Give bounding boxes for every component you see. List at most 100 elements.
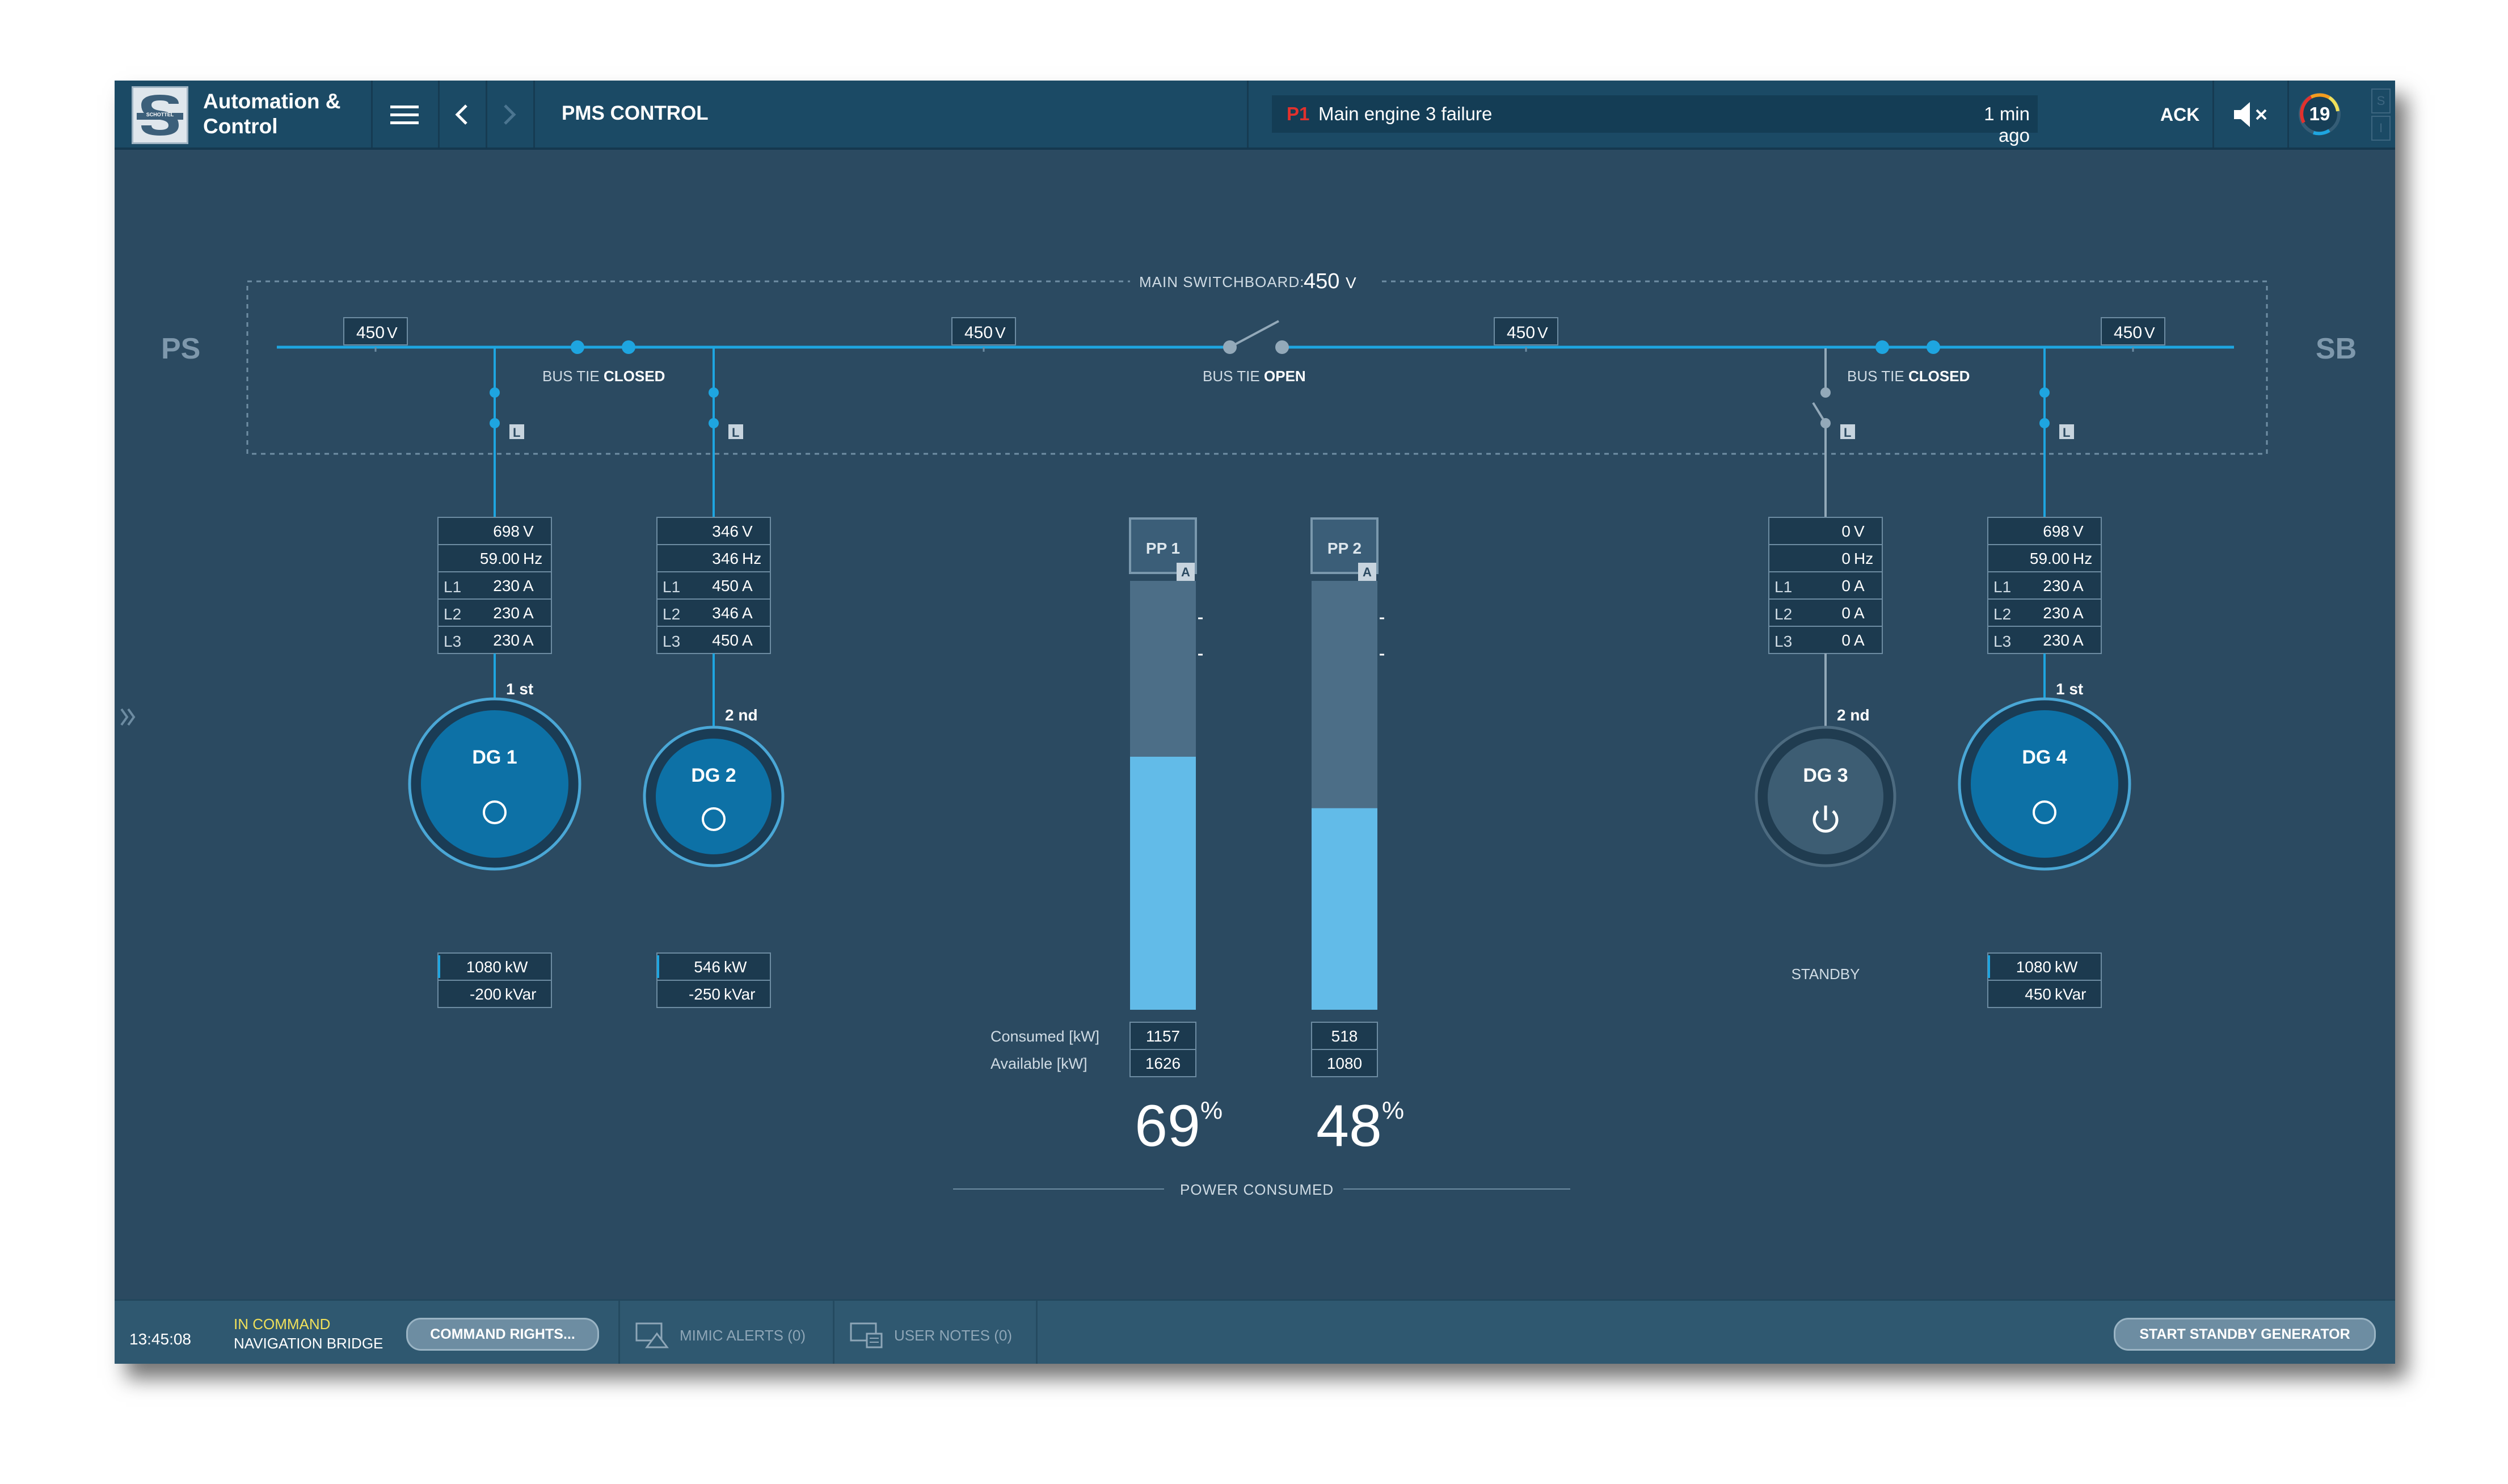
- ack-button[interactable]: ACK: [2160, 104, 2200, 125]
- breaker-contact: [2039, 418, 2050, 428]
- app-identity: SCHOTTEL Automation & Control: [115, 81, 373, 147]
- reading-unit: A: [1854, 577, 1865, 595]
- auto-badge-text: A: [1181, 565, 1190, 579]
- alarm-priority: P1: [1287, 103, 1310, 124]
- local-badge-text: L: [732, 425, 739, 440]
- start-standby-generator-button[interactable]: START STANDBY GENERATOR: [2114, 1318, 2376, 1351]
- svg-text:450: 450: [1507, 323, 1535, 342]
- phase-label: L1: [444, 578, 461, 596]
- side-tab-i[interactable]: I: [2371, 116, 2391, 141]
- pms-control-window: SCHOTTEL Automation & Control PMS CONTRO…: [115, 81, 2395, 1364]
- switchboard-voltage-unit: V: [1346, 274, 1356, 292]
- bus-tie-center[interactable]: BUS TIE OPEN: [1203, 320, 1306, 385]
- hamburger-menu-icon[interactable]: [371, 81, 438, 147]
- reading-value: 0: [1841, 550, 1851, 567]
- reading-unit: Hz: [523, 550, 542, 567]
- available-value: 1626: [1145, 1055, 1181, 1072]
- alarm-banner[interactable]: P1 Main engine 3 failure 1 min ago: [1272, 95, 2038, 146]
- back-button[interactable]: [438, 81, 487, 147]
- reading-value: 59.00: [480, 550, 520, 567]
- generator-body[interactable]: [1971, 710, 2118, 858]
- available-cell: [1311, 1049, 1378, 1077]
- port-side-label: PS: [161, 332, 200, 365]
- reading-unit: Hz: [742, 550, 761, 567]
- top-bar: SCHOTTEL Automation & Control PMS CONTRO…: [115, 81, 2395, 150]
- phase-label: L2: [444, 605, 461, 623]
- reading-unit: A: [2073, 631, 2084, 649]
- app-title-line1: Automation &: [203, 90, 341, 113]
- reading-value: 346: [712, 604, 739, 622]
- forward-button[interactable]: [486, 81, 535, 147]
- reading-cell: [1768, 598, 1883, 627]
- user-notes-icon: [850, 1322, 883, 1348]
- svg-text:V: V: [387, 324, 398, 342]
- generator-body[interactable]: [421, 710, 568, 858]
- alarm-counter[interactable]: 19: [2294, 88, 2345, 140]
- bus-voltage-box: 450 V: [1494, 317, 1558, 352]
- chevron-right-icon[interactable]: [486, 81, 533, 147]
- menu-button[interactable]: [371, 81, 440, 147]
- mimic-alerts-button[interactable]: MIMIC ALERTS (0): [680, 1327, 806, 1344]
- starboard-side-label: SB: [2316, 332, 2357, 365]
- power-plant-name: PP 1: [1146, 539, 1180, 557]
- mimic-alert-icon: [635, 1322, 669, 1348]
- bottom-divider: [618, 1301, 620, 1364]
- bottom-divider: [1036, 1301, 1038, 1364]
- power-plant-2[interactable]: PP 2A 518 1080 48%: [1310, 517, 1404, 1159]
- reading-unit: V: [742, 522, 753, 540]
- speaker-muted-icon[interactable]: [2231, 99, 2276, 130]
- available-value: 1080: [1327, 1055, 1362, 1072]
- double-chevron-right-icon[interactable]: [120, 708, 136, 726]
- breaker-contact: [2039, 387, 2050, 398]
- power-consumed-label: POWER CONSUMED: [1180, 1181, 1334, 1198]
- power-plant-1[interactable]: PP 1A 1157 1626 69%: [1129, 517, 1223, 1159]
- local-badge: [509, 424, 524, 439]
- clock: 13:45:08: [129, 1330, 191, 1348]
- phase-label: L3: [1993, 633, 2011, 650]
- local-badge-text: L: [513, 425, 520, 440]
- reading-cell: [1768, 517, 1883, 545]
- start-order: 2 nd: [1837, 706, 1870, 724]
- start-order: 1 st: [506, 680, 533, 698]
- power-unit: kVar: [505, 985, 537, 1003]
- generator-body[interactable]: [1768, 739, 1883, 854]
- side-tab-s[interactable]: S: [2371, 88, 2391, 113]
- power-unit: kW: [724, 958, 747, 976]
- available-cell: [1129, 1049, 1196, 1077]
- power-plant-name: PP 2: [1327, 539, 1362, 557]
- svg-text:BUS TIE: BUS TIE: [542, 368, 600, 385]
- switchboard-label-bg: [1130, 268, 1380, 296]
- reading-value: 59.00: [2030, 550, 2069, 567]
- svg-text:450: 450: [964, 323, 993, 342]
- reading-value: 698: [493, 522, 520, 540]
- generator-status: STANDBY: [1792, 966, 1860, 983]
- auto-badge: [1358, 563, 1376, 581]
- chevron-left-icon[interactable]: [438, 81, 486, 147]
- reading-unit: Hz: [2073, 550, 2092, 567]
- user-notes-button[interactable]: USER NOTES (0): [894, 1327, 1013, 1344]
- breaker-contact: [490, 387, 500, 398]
- power-value: 1080: [2016, 958, 2051, 976]
- reading-cell: [1768, 626, 1883, 654]
- power-unit: kVar: [724, 985, 756, 1003]
- power-unit: kW: [2055, 958, 2078, 976]
- svg-text:V: V: [995, 324, 1006, 342]
- command-rights-button[interactable]: COMMAND RIGHTS...: [406, 1318, 599, 1351]
- reading-cell: [656, 626, 771, 654]
- generator-body[interactable]: [656, 739, 772, 854]
- reading-value: 230: [493, 577, 520, 595]
- bus-tie-ps[interactable]: BUS TIE CLOSED: [542, 340, 665, 385]
- schottel-logo: SCHOTTEL: [132, 86, 188, 144]
- power-unit: kVar: [2055, 985, 2087, 1003]
- running-indicator-icon: [702, 807, 726, 831]
- auto-badge: [1177, 563, 1195, 581]
- reading-unit: A: [523, 631, 534, 649]
- bus-voltage-box: 450 V: [343, 317, 408, 352]
- reading-value: 0: [1841, 577, 1851, 595]
- bus-tie-sb[interactable]: BUS TIE CLOSED: [1847, 340, 1970, 385]
- local-badge-text: L: [1844, 425, 1851, 440]
